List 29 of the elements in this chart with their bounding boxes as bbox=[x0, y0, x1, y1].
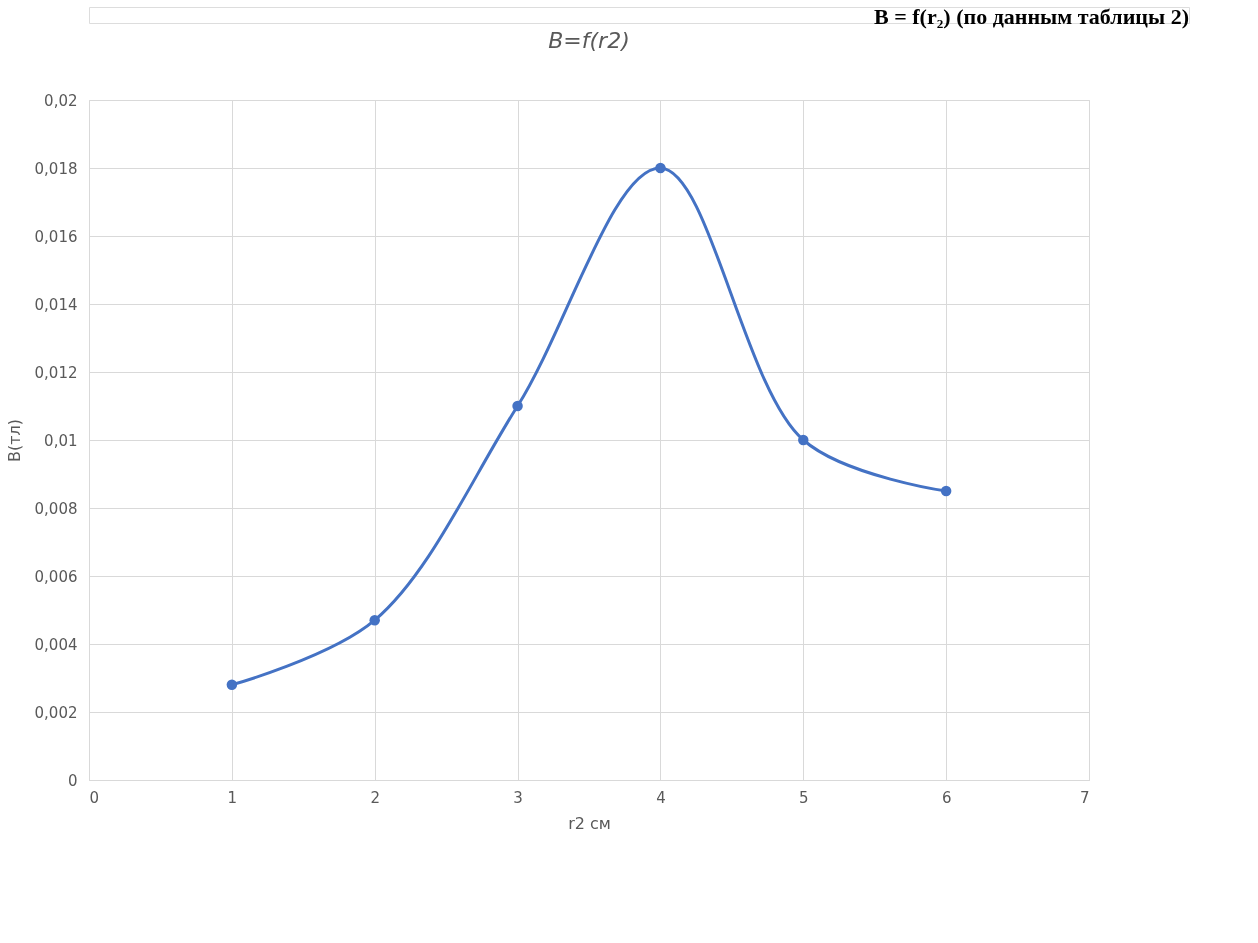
y-tick-label: 0,012 bbox=[34, 363, 78, 382]
y-tick-label: 0,018 bbox=[34, 159, 78, 178]
y-tick-label: 0,014 bbox=[34, 295, 78, 314]
y-tick-label: 0,006 bbox=[34, 567, 78, 586]
point bbox=[512, 400, 523, 412]
y-tick-label: 0,016 bbox=[34, 227, 78, 246]
y-tick-label: 0,004 bbox=[34, 635, 78, 654]
y-tick-label: 0,008 bbox=[34, 499, 78, 518]
y-tick-label: 0,01 bbox=[44, 431, 78, 450]
x-tick-label: 6 bbox=[941, 788, 952, 807]
x-axis-title: r2 см bbox=[568, 813, 611, 833]
point bbox=[369, 614, 380, 626]
y-tick-label: 0,002 bbox=[34, 703, 78, 722]
x-tick-label: 3 bbox=[513, 788, 523, 807]
y-tick-label: 0 bbox=[67, 771, 78, 790]
y-axis-title: B(тл) bbox=[4, 418, 24, 463]
point bbox=[655, 162, 666, 174]
x-tick-label: 7 bbox=[1079, 788, 1090, 807]
x-tick-label: 0 bbox=[89, 788, 100, 807]
x-tick-label: 2 bbox=[370, 788, 380, 807]
chart-title: B=f(r2) bbox=[548, 28, 630, 53]
text: B = f(r₂) (по данным таблицы 2) bbox=[874, 4, 1189, 29]
point bbox=[226, 679, 238, 691]
y-tick-label: 0,02 bbox=[44, 91, 78, 110]
x-tick-label: 4 bbox=[656, 788, 666, 807]
point bbox=[940, 485, 952, 497]
x-tick-label: 1 bbox=[227, 788, 238, 807]
x-tick-label: 5 bbox=[799, 788, 809, 807]
point bbox=[798, 434, 809, 446]
